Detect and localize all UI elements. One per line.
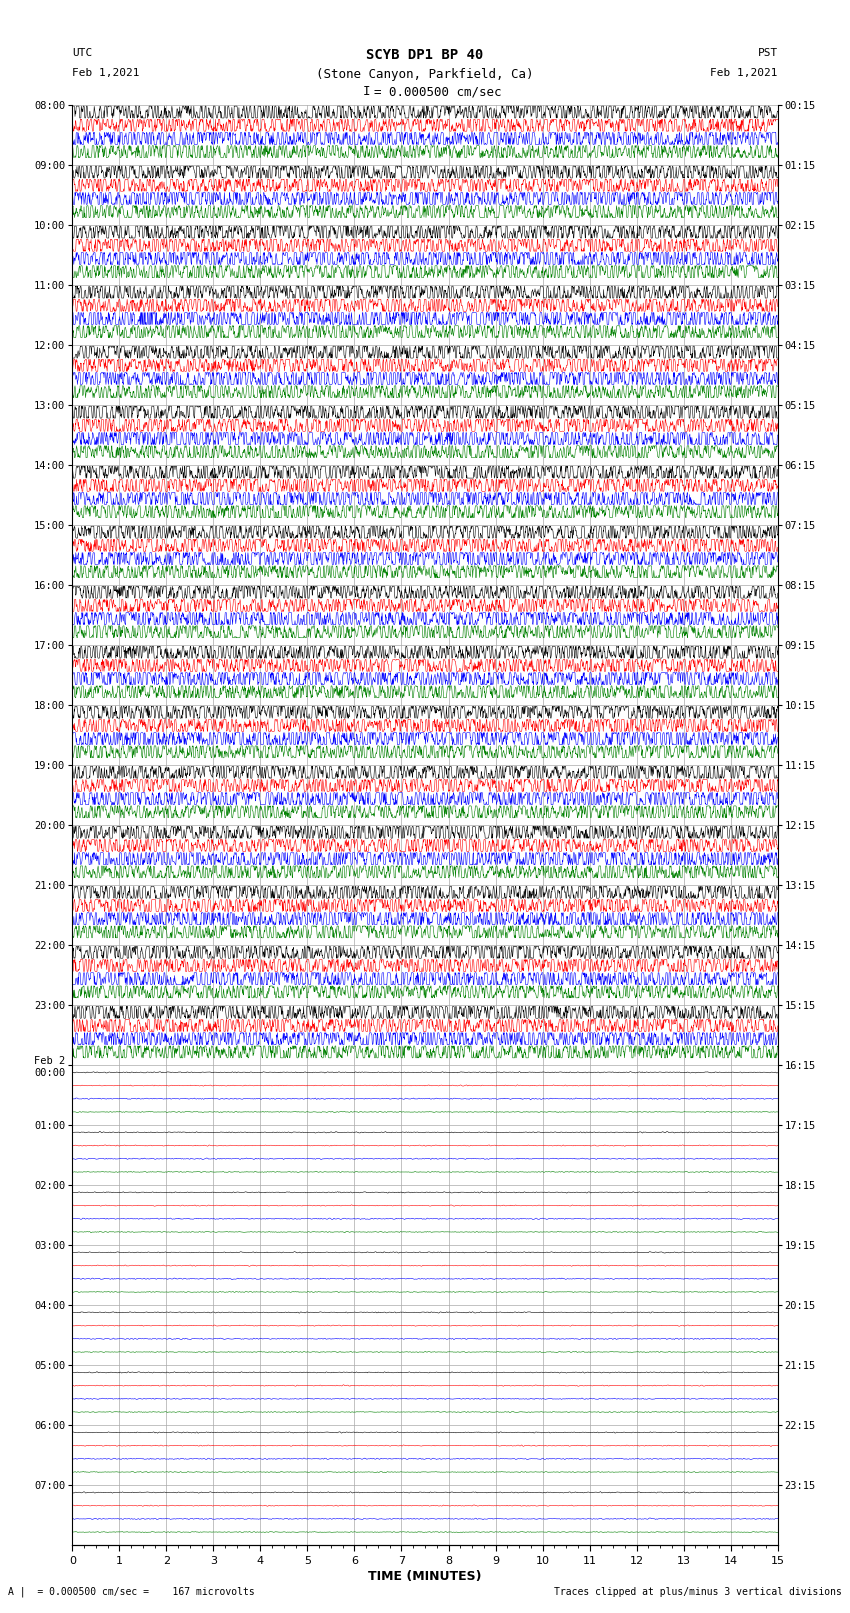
Text: A |  = 0.000500 cm/sec =    167 microvolts: A | = 0.000500 cm/sec = 167 microvolts: [8, 1586, 255, 1597]
Text: = 0.000500 cm/sec: = 0.000500 cm/sec: [374, 85, 502, 98]
Text: Traces clipped at plus/minus 3 vertical divisions: Traces clipped at plus/minus 3 vertical …: [553, 1587, 842, 1597]
Text: Feb 1,2021: Feb 1,2021: [711, 68, 778, 77]
Text: (Stone Canyon, Parkfield, Ca): (Stone Canyon, Parkfield, Ca): [316, 68, 534, 81]
Text: I: I: [362, 85, 370, 98]
X-axis label: TIME (MINUTES): TIME (MINUTES): [368, 1569, 482, 1582]
Text: Feb 1,2021: Feb 1,2021: [72, 68, 139, 77]
Text: SCYB DP1 BP 40: SCYB DP1 BP 40: [366, 48, 484, 63]
Text: PST: PST: [757, 48, 778, 58]
Text: UTC: UTC: [72, 48, 93, 58]
